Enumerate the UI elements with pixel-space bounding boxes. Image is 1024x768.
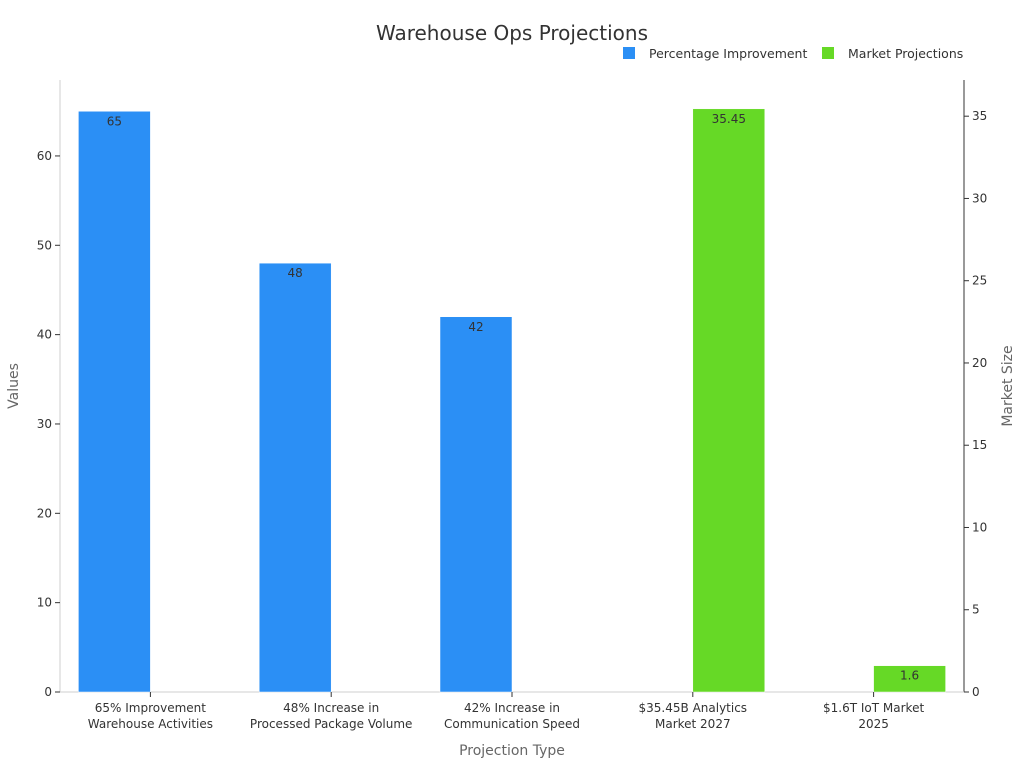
y-tick-left-label-5: 50 (37, 238, 52, 252)
x-tick-label-0: 65% Improvement Warehouse Activities (88, 701, 213, 731)
legend-label-market-projections: Market Projections (848, 46, 963, 61)
legend-label-percentage-improvement: Percentage Improvement (649, 46, 807, 61)
data-label-percentage-improvement-1: 48 (288, 266, 303, 280)
x-tick-label-4-line-1: 2025 (858, 717, 889, 731)
y-tick-right-label-1: 5 (972, 603, 980, 617)
x-axis-ticks: 65% Improvement Warehouse Activities 48% I… (88, 692, 924, 731)
x-tick-label-1-line-1: Processed Package Volume (250, 717, 413, 731)
data-label-market-projections-4: 1.6 (900, 669, 919, 683)
x-tick-label-2-line-1: Communication Speed (444, 717, 580, 731)
bar-percentage-improvement-1 (258, 262, 332, 693)
legend-swatch-percentage-improvement (623, 47, 635, 59)
x-tick-label-3-line-0: $35.45B Analytics (639, 701, 748, 715)
bars (78, 108, 946, 693)
y-tick-right-label-3: 15 (972, 438, 987, 452)
x-axis-title: Projection Type (459, 743, 565, 759)
chart-title: Warehouse Ops Projections (376, 21, 648, 45)
y-tick-right-label-5: 25 (972, 274, 987, 288)
data-labels: 65 48 42 35.45 1.6 (107, 112, 919, 683)
x-tick-label-4: $1.6T IoT Market 2025 (823, 701, 924, 731)
y-tick-left-label-6: 60 (37, 149, 52, 163)
y-axis-left-ticks: 0 10 20 30 40 50 60 (37, 149, 60, 699)
x-tick-label-2-line-0: 42% Increase in (464, 701, 560, 715)
y-tick-left-label-0: 0 (44, 685, 52, 699)
x-tick-label-1-line-0: 48% Increase in (283, 701, 379, 715)
y-tick-left-label-4: 40 (37, 328, 52, 342)
legend: Percentage Improvement Market Projection… (623, 46, 963, 61)
data-label-percentage-improvement-0: 65 (107, 114, 122, 128)
x-tick-label-3-line-1: Market 2027 (655, 717, 731, 731)
data-label-market-projections-3: 35.45 (712, 112, 746, 126)
x-tick-label-1: 48% Increase in Processed Package Volume (250, 701, 413, 731)
bar-market-projections-4 (873, 665, 946, 693)
y-tick-right-label-2: 10 (972, 520, 987, 534)
x-tick-label-2: 42% Increase in Communication Speed (444, 701, 580, 731)
y-tick-right-label-6: 30 (972, 191, 987, 205)
y-tick-right-label-0: 0 (972, 685, 980, 699)
x-tick-label-4-line-0: $1.6T IoT Market (823, 701, 924, 715)
x-tick-label-0-line-1: Warehouse Activities (88, 717, 213, 731)
y-tick-left-label-1: 10 (37, 596, 52, 610)
x-tick-label-3: $35.45B Analytics Market 2027 (639, 701, 748, 731)
x-tick-label-0-line-0: 65% Improvement (95, 701, 207, 715)
bar-percentage-improvement-2 (439, 316, 513, 693)
y-axis-right-title: Market Size (1000, 345, 1016, 426)
bar-percentage-improvement-0 (78, 111, 151, 693)
y-axis-left-title: Values (6, 363, 22, 409)
y-tick-left-label-3: 30 (37, 417, 52, 431)
y-tick-left-label-2: 20 (37, 506, 52, 520)
y-axis-right-ticks: 0 5 10 15 20 25 30 35 (964, 109, 987, 699)
y-tick-right-label-4: 20 (972, 356, 987, 370)
data-label-percentage-improvement-2: 42 (468, 320, 483, 334)
legend-swatch-market-projections (822, 47, 834, 59)
y-tick-right-label-7: 35 (972, 109, 987, 123)
bar-market-projections-3 (692, 108, 766, 693)
